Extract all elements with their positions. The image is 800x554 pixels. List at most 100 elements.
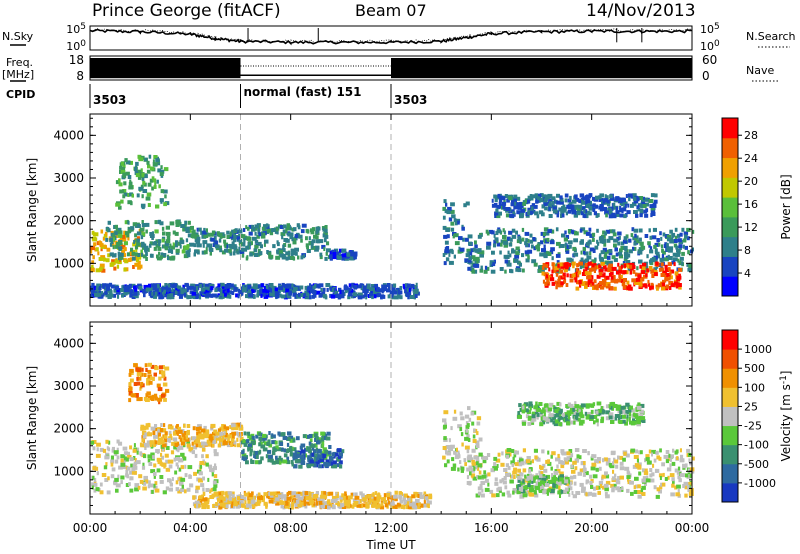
scatter-cell (511, 228, 516, 233)
scatter-cell (563, 457, 567, 462)
scatter-cell (399, 295, 403, 300)
scatter-cell (684, 493, 688, 498)
scatter-cell (540, 474, 546, 478)
scatter-cell (159, 169, 165, 174)
scatter-cell (326, 431, 331, 436)
scatter-cell (563, 414, 567, 419)
scatter-cell (140, 235, 144, 240)
scatter-cell (676, 456, 679, 461)
scatter-cell (659, 476, 662, 480)
scatter-cell (571, 230, 576, 235)
scatter-cell (306, 446, 312, 451)
scatter-cell (555, 457, 560, 462)
scatter-cell (442, 215, 446, 220)
scatter-cell (242, 439, 246, 443)
scatter-cell (615, 197, 621, 202)
scatter-cell (457, 249, 462, 254)
scatter-cell (604, 474, 610, 479)
scatter-cell (412, 288, 418, 293)
scatter-cell (637, 207, 641, 212)
scatter-cell (543, 227, 549, 232)
scatter-cell (464, 445, 470, 450)
scatter-cell (315, 453, 319, 458)
scatter-cell (212, 504, 217, 508)
scatter-cell (475, 256, 480, 261)
scatter-cell (119, 165, 123, 170)
scatter-cell (321, 441, 325, 446)
scatter-cell (274, 291, 280, 296)
scatter-cell (508, 230, 513, 235)
scatter-cell (160, 165, 163, 170)
scatter-cell (478, 470, 482, 475)
scatter-cell (290, 256, 295, 260)
scatter-cell (577, 204, 583, 209)
scatter-cell (426, 503, 430, 508)
scatter-cell (165, 239, 171, 244)
scatter-cell (303, 254, 306, 259)
scatter-cell (511, 249, 516, 254)
scatter-cell (296, 453, 301, 458)
scatter-cell (581, 461, 586, 465)
scatter-cell (392, 504, 398, 509)
scatter-cell (573, 474, 577, 479)
scatter-cell (154, 440, 158, 445)
scatter-cell (131, 256, 136, 261)
scatter-cell (481, 493, 485, 498)
scatter-cell (586, 214, 589, 218)
scatter-cell (160, 436, 164, 441)
scatter-cell (172, 230, 176, 235)
scatter-cell (230, 438, 235, 443)
scatter-cell (560, 269, 564, 274)
scatter-cell (102, 448, 107, 453)
scatter-cell (554, 266, 559, 271)
scatter-cell (686, 448, 691, 453)
scatter-cell (141, 205, 145, 210)
scatter-cell (570, 274, 574, 279)
scatter-cell (556, 477, 560, 482)
scatter-cell (466, 475, 470, 480)
scatter-cell (509, 479, 514, 484)
scatter-cell (275, 457, 280, 462)
scatter-cell (559, 195, 563, 200)
scatter-cell (243, 496, 247, 501)
scatter-cell (460, 416, 465, 421)
scatter-cell (184, 282, 189, 287)
scatter-cell (460, 466, 465, 471)
scatter-cell (241, 253, 245, 258)
scatter-cell (90, 440, 95, 445)
scatter-cell (515, 196, 521, 201)
scatter-cell (485, 266, 490, 271)
scatter-cell (152, 159, 155, 164)
scatter-cell (93, 477, 97, 482)
scatter-cell (136, 381, 141, 386)
scatter-cell (418, 492, 423, 497)
scatter-cell (336, 457, 340, 462)
scatter-cell (585, 492, 588, 497)
scatter-cell (682, 463, 686, 468)
noise-ytick-right-top: 105 (700, 22, 720, 36)
scatter-cell (187, 233, 192, 238)
scatter-cell (475, 455, 480, 460)
scatter-cell (242, 247, 248, 252)
scatter-cell (561, 451, 567, 456)
scatter-cell (400, 492, 403, 497)
scatter-cell (111, 259, 116, 264)
scatter-cell (167, 459, 172, 464)
scatter-cell (200, 428, 206, 433)
scatter-cell (152, 178, 157, 183)
scatter-cell (564, 193, 569, 198)
scatter-cell (330, 254, 335, 259)
scatter-cell (262, 436, 267, 441)
scatter-cell (293, 452, 297, 457)
scatter-cell (210, 237, 215, 242)
scatter-cell (351, 282, 355, 287)
scatter-cell (105, 285, 111, 290)
scatter-cell (633, 241, 637, 246)
scatter-cell (647, 279, 650, 284)
scatter-cell (143, 481, 147, 486)
scatter-cell (461, 226, 465, 231)
scatter-cell (122, 164, 126, 169)
scatter-cell (325, 283, 331, 287)
scatter-cell (306, 434, 311, 439)
scatter-cell (367, 494, 372, 499)
